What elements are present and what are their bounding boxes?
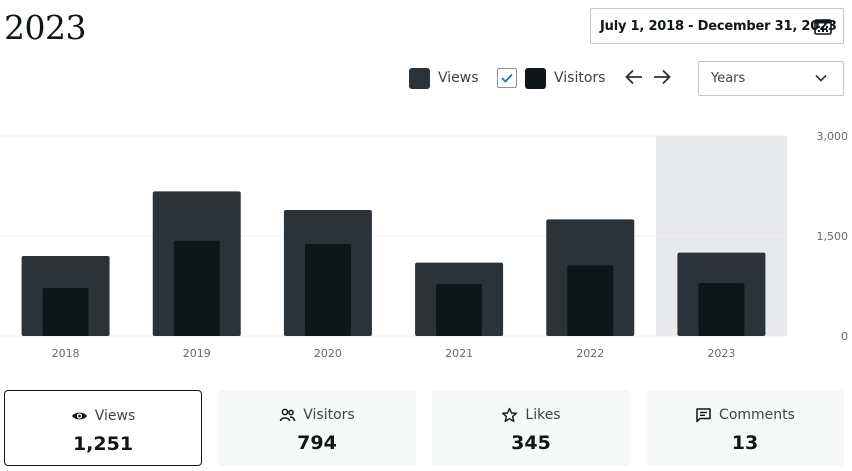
visitors-swatch — [525, 67, 546, 89]
calendar-icon — [814, 19, 832, 35]
star-icon — [502, 407, 518, 422]
stat-label: Views — [94, 408, 136, 424]
stat-value: 794 — [297, 432, 337, 454]
period-select[interactable]: Years — [698, 61, 844, 96]
x-tick-label: 2018 — [52, 347, 80, 360]
stat-header: Likes — [501, 406, 561, 424]
stat-card-visitors[interactable]: Visitors 794 — [218, 390, 416, 466]
views-legend-label: Views — [438, 70, 479, 86]
visitors-bar — [567, 265, 614, 336]
checkmark-icon — [501, 73, 513, 83]
legend-visitors[interactable]: Visitors — [497, 66, 605, 90]
stat-header: Views — [71, 407, 136, 425]
people-icon — [280, 408, 296, 422]
bar-chart: 3,000 1,500 0 2018 2019 2020 2021 2022 2023 — [0, 130, 849, 360]
stat-card-comments[interactable]: Comments 13 — [646, 390, 844, 466]
stat-value: 1,251 — [72, 433, 134, 455]
stat-value: 345 — [511, 432, 551, 454]
visitors-checkbox[interactable] — [497, 68, 517, 88]
visitors-bar — [173, 240, 220, 336]
stat-card-likes[interactable]: Likes 345 — [432, 390, 630, 466]
comment-icon — [696, 408, 711, 423]
stat-label: Comments — [719, 407, 795, 423]
legend-views[interactable]: Views — [409, 66, 479, 90]
x-tick-label: 2021 — [445, 347, 473, 360]
chevron-down-icon — [815, 74, 827, 82]
x-tick-label: 2019 — [183, 347, 211, 360]
visitors-legend-label: Visitors — [554, 70, 606, 86]
y-tick-label: 1,500 — [817, 230, 849, 243]
period-select-value: Years — [711, 71, 746, 86]
page-title: 2023 — [4, 8, 86, 47]
visitors-bar — [436, 284, 483, 336]
y-tick-label: 3,000 — [817, 130, 849, 143]
visitors-bar — [304, 244, 351, 336]
date-range-text: July 1, 2018 - December 31, 2023 — [600, 18, 837, 34]
stat-header: Visitors — [279, 406, 355, 424]
x-tick-label: 2020 — [314, 347, 342, 360]
visitors-bar — [42, 288, 89, 336]
eye-icon — [71, 412, 87, 420]
stat-card-views[interactable]: Views 1,251 — [4, 390, 202, 466]
visitors-bar — [698, 283, 745, 336]
stat-value: 13 — [731, 432, 759, 454]
views-swatch — [409, 67, 430, 89]
x-tick-label: 2023 — [707, 347, 735, 360]
stat-label: Likes — [525, 407, 561, 423]
date-range-picker[interactable]: July 1, 2018 - December 31, 2023 — [590, 8, 844, 44]
y-tick-label: 0 — [841, 330, 848, 343]
arrow-left-icon[interactable] — [624, 68, 644, 86]
x-tick-label: 2022 — [576, 347, 604, 360]
stat-label: Visitors — [303, 407, 355, 423]
stat-header: Comments — [695, 406, 795, 424]
arrow-right-icon[interactable] — [652, 68, 672, 86]
